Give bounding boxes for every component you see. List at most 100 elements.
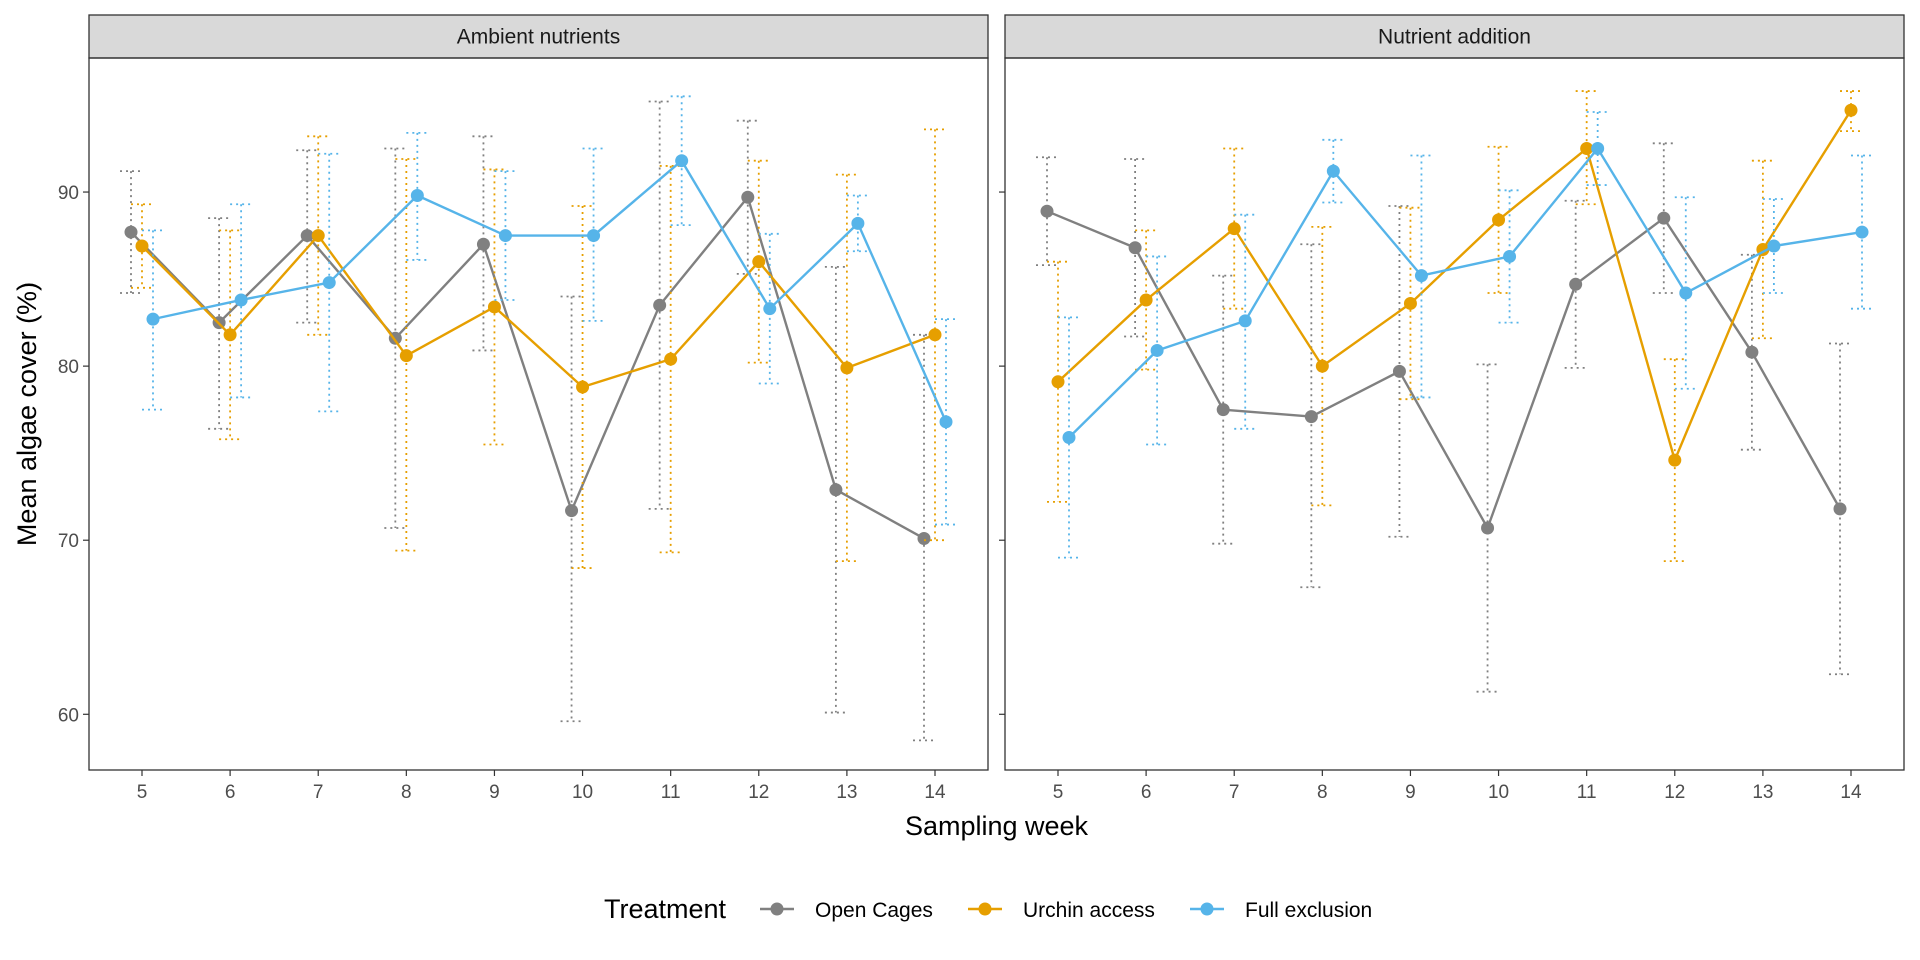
series-urchin-access [1047,90,1862,563]
y-tick-label: 80 [58,357,79,378]
data-point [1767,239,1781,253]
panel-ambient: Ambient nutrients 60 70 80 90 5 6 7 8 9 10 11 12 13 14 [58,14,989,803]
data-point [1062,431,1076,445]
data-point [664,352,678,366]
x-tick-label: 5 [1053,782,1064,803]
series-line [1057,109,1853,462]
data-point [487,300,501,314]
data-point [1580,142,1594,156]
data-point [1326,164,1340,178]
data-point [840,361,854,375]
legend-item: Open Cages [760,899,933,922]
series-open-cages [1036,142,1851,693]
data-point [1227,222,1241,236]
data-point [135,239,149,253]
series-open-cages [120,100,935,742]
legend-item: Urchin access [968,899,1155,922]
y-tick-label: 70 [58,531,79,552]
data-point [146,312,160,326]
x-tick-label: 9 [489,782,500,803]
series-full-exclusion [1058,111,1873,559]
data-point [1833,502,1847,516]
legend-title: Treatment [604,894,727,924]
x-axis-title: Sampling week [905,811,1089,841]
legend: Treatment Open Cages Urchin access Full exc… [604,894,1372,924]
data-point [311,229,325,243]
data-point [565,504,579,518]
data-point [1238,314,1252,328]
panel-strip [88,14,989,59]
data-point [928,328,942,342]
data-point [1403,296,1417,310]
series-line [1046,210,1842,530]
x-tick-label: 14 [924,782,946,803]
x-tick-label: 12 [1664,782,1685,803]
x-tick-label: 10 [1488,782,1509,803]
data-point [498,229,512,243]
x-tick-label: 7 [313,782,324,803]
x-tick-label: 9 [1405,782,1416,803]
data-point [1139,293,1153,307]
data-point [1150,343,1164,357]
data-point [476,237,490,251]
x-tick-label: 7 [1229,782,1240,803]
data-point [1591,142,1605,156]
panel-border [1004,57,1905,771]
data-point [1844,103,1858,117]
legend-label: Urchin access [1023,899,1155,922]
data-point [752,255,766,269]
x-tick-label: 6 [225,782,236,803]
x-tick-label: 8 [401,782,412,803]
data-point [234,293,248,307]
x-tick-label: 13 [1752,782,1773,803]
data-point [399,349,413,363]
series-line [130,196,925,540]
x-tick-label: 8 [1317,782,1328,803]
data-point [1481,521,1495,535]
data-point [763,302,777,316]
data-point [1668,453,1682,467]
data-point [1745,345,1759,359]
data-point [1128,241,1142,255]
panel-addition: Nutrient addition 5 6 7 8 9 10 11 12 13 14 [999,14,1905,803]
data-point [1657,211,1671,225]
data-point [653,298,667,312]
data-point [1492,213,1506,227]
data-point [1040,204,1054,218]
data-point [1051,375,1065,389]
x-tick-label: 10 [572,782,593,803]
data-point [322,276,336,290]
data-point [917,531,931,545]
legend-key-point [1200,902,1214,916]
panel-border [88,57,989,771]
panel-title: Nutrient addition [1378,26,1531,49]
data-point [576,380,590,394]
data-point [1855,225,1869,239]
data-point [587,229,601,243]
series-line [152,159,948,423]
data-point [223,328,237,342]
data-point [939,415,953,429]
legend-label: Open Cages [815,899,933,922]
x-tick-label: 11 [1577,782,1597,803]
data-point [1392,364,1406,378]
data-point [675,154,689,168]
y-tick-label: 90 [58,183,79,204]
data-point [410,189,424,203]
data-point [1315,359,1329,373]
data-point [1216,403,1230,417]
data-point [1503,249,1517,263]
data-point [741,190,755,204]
data-point [124,225,138,239]
series-full-exclusion [142,95,957,526]
series-line [141,234,936,389]
x-tick-label: 14 [1840,782,1862,803]
data-point [851,216,865,230]
legend-label: Full exclusion [1245,899,1372,922]
data-point [829,483,843,497]
series-line [1068,147,1863,439]
x-tick-label: 6 [1141,782,1152,803]
data-point [300,229,314,243]
